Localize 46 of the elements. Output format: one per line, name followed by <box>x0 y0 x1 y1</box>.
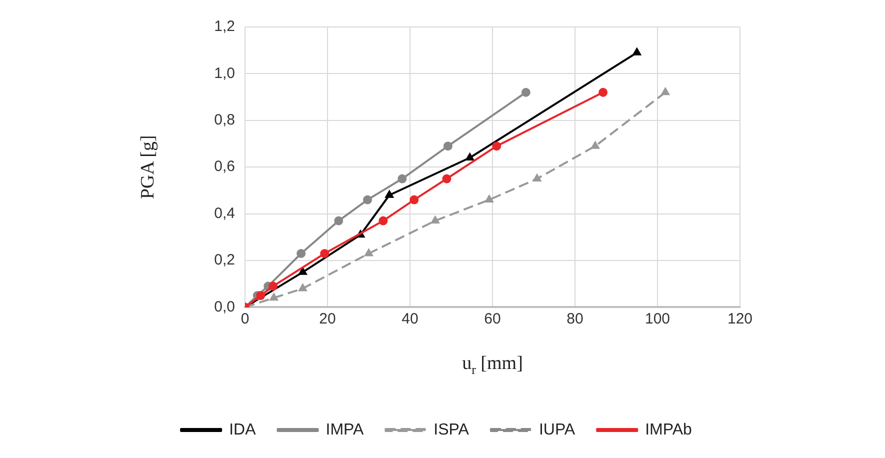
point <box>268 282 278 291</box>
point <box>533 174 542 182</box>
legend-label: IMPAb <box>645 421 692 438</box>
y-tick-label: 1,0 <box>214 64 235 82</box>
point <box>431 216 440 224</box>
point <box>443 142 452 151</box>
point <box>398 174 407 184</box>
point <box>296 248 306 258</box>
point <box>256 291 266 300</box>
point <box>598 88 608 97</box>
point <box>270 293 278 301</box>
point <box>364 248 373 256</box>
x-tick-label: 120 <box>727 310 753 328</box>
point <box>442 174 452 184</box>
point <box>410 195 419 204</box>
point <box>492 142 502 151</box>
legend-label: IUPA <box>538 421 576 438</box>
point <box>363 195 372 204</box>
y-axis-title: PGA [g] <box>137 135 158 200</box>
point <box>632 48 641 56</box>
point <box>298 268 307 275</box>
y-tick-label: 0,4 <box>214 204 235 222</box>
x-tick-label: 80 <box>566 310 584 328</box>
legend-label: IDA <box>229 421 256 438</box>
point <box>385 190 394 198</box>
point <box>466 153 474 161</box>
point <box>334 216 344 226</box>
point <box>378 216 388 226</box>
point <box>485 195 494 203</box>
point <box>661 88 670 96</box>
x-tick-label: 60 <box>484 310 501 328</box>
point <box>320 248 330 258</box>
y-tick-label: 0,0 <box>214 298 235 316</box>
point <box>298 284 307 292</box>
legend-label: ISPA <box>434 421 470 438</box>
x-tick-label: 40 <box>402 310 418 328</box>
point <box>591 142 600 149</box>
x-tick-label: 100 <box>644 310 670 328</box>
x-tick-label: 20 <box>319 310 336 328</box>
y-tick-label: 0,6 <box>214 158 235 176</box>
y-tick-label: 0,8 <box>214 112 235 129</box>
x-tick-label: 0 <box>240 310 250 328</box>
y-tick-label: 0,2 <box>214 252 235 269</box>
y-tick-label: 1,2 <box>214 18 235 36</box>
legend-label: IMPA <box>326 421 364 438</box>
point <box>521 88 530 97</box>
